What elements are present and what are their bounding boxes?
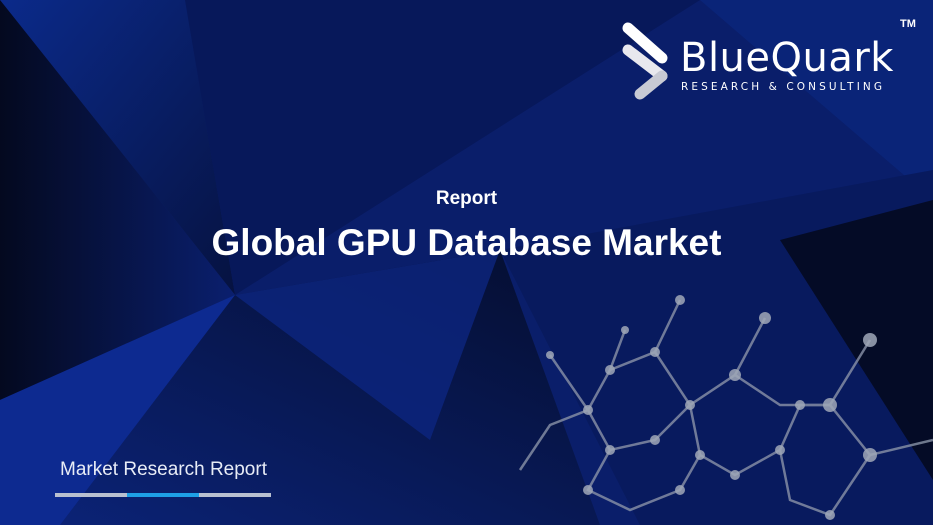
bluequark-logo-icon bbox=[622, 22, 668, 100]
footer-label: Market Research Report bbox=[60, 459, 267, 480]
divider-right bbox=[199, 493, 271, 497]
page-title: Global GPU Database Market bbox=[211, 222, 722, 263]
brand-name: BlueQuark bbox=[680, 35, 894, 81]
divider-left bbox=[55, 493, 127, 497]
divider-accent bbox=[127, 493, 199, 497]
report-kicker: Report bbox=[435, 188, 498, 209]
trademark: TM bbox=[900, 18, 916, 30]
brand-tagline: RESEARCH & CONSULTING bbox=[681, 81, 886, 93]
